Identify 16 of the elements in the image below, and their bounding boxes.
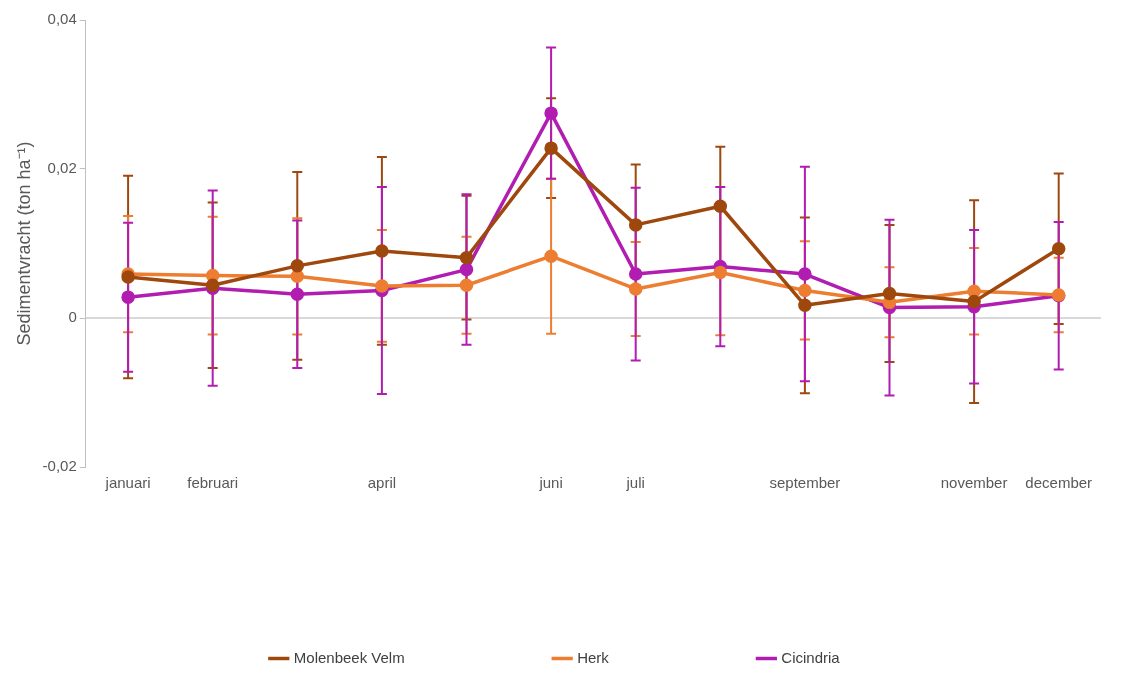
y-tick-label: 0,02 bbox=[47, 159, 77, 177]
legend-label: Molenbeek Velm bbox=[293, 648, 405, 666]
x-tick-label: juni bbox=[538, 474, 563, 492]
x-tick-label: november bbox=[940, 474, 1008, 492]
legend-label: Cicindria bbox=[781, 648, 841, 666]
x-tick-label: april bbox=[367, 474, 397, 492]
x-tick-label: juli bbox=[625, 474, 645, 492]
x-tick-label: september bbox=[769, 474, 841, 492]
y-tick-label: -0,02 bbox=[42, 457, 77, 475]
y-axis-title: Sedimentvracht (ton ha⁻¹) bbox=[13, 141, 34, 346]
x-tick-label: februari bbox=[187, 474, 239, 492]
y-tick-label: 0 bbox=[68, 308, 77, 326]
x-tick-label: januari bbox=[104, 474, 151, 492]
x-tick-label: december bbox=[1025, 474, 1093, 492]
legend-label: Herk bbox=[577, 648, 610, 666]
y-tick-label: 0,04 bbox=[47, 10, 77, 28]
